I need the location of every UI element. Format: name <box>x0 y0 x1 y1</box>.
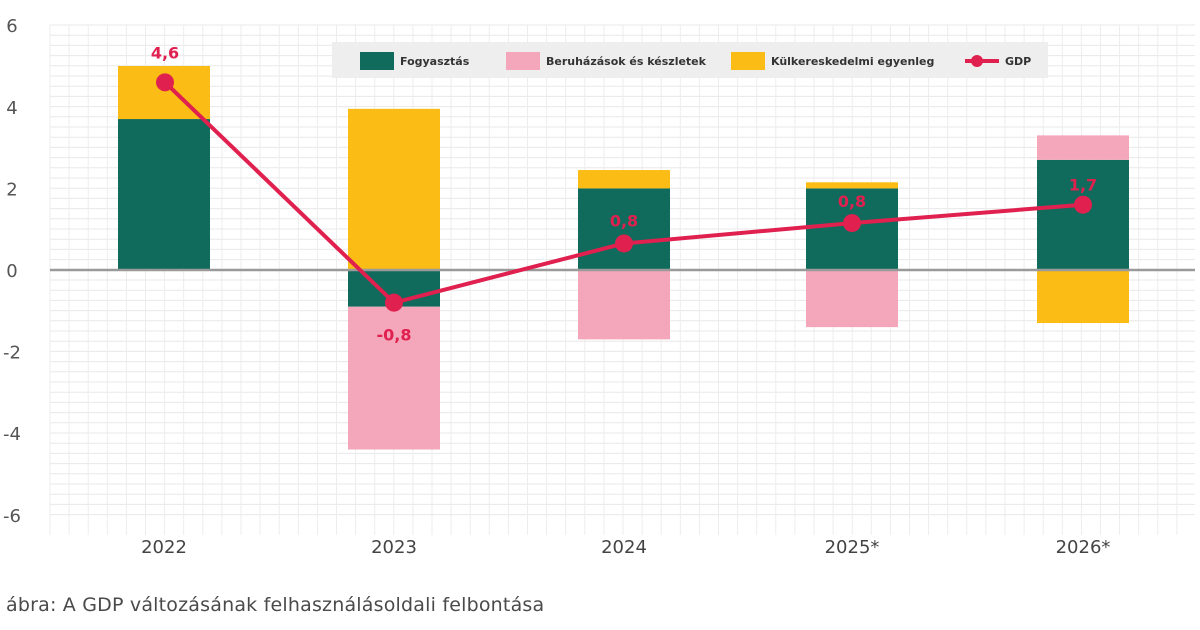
bar-segment <box>1037 270 1129 324</box>
bar-segment <box>806 182 898 189</box>
gdp-point <box>156 73 174 92</box>
legend-label: Fogyasztás <box>400 55 470 68</box>
bar-segment <box>348 108 440 270</box>
legend-swatch <box>731 52 765 70</box>
y-tick-label: 2 <box>6 179 17 200</box>
x-tick-label: 2024 <box>601 537 647 558</box>
legend-swatch <box>360 52 394 70</box>
gdp-data-label: 0,8 <box>838 192 866 211</box>
bar-segment <box>578 270 670 340</box>
gdp-data-label: 4,6 <box>151 43 179 62</box>
legend-swatch <box>506 52 540 70</box>
gdp-point <box>615 234 633 253</box>
gdp-line: 4,6 -0,8 0,8 0,8 1,7 <box>151 43 1097 344</box>
x-axis: 2022 2023 2024 2025* 2026* <box>141 537 1110 558</box>
bar-segment <box>1037 159 1129 270</box>
bar-segment <box>578 188 670 270</box>
x-tick-label: 2026* <box>1056 537 1111 558</box>
legend: Fogyasztás Beruházások és készletek Külker… <box>332 42 1048 78</box>
figure-caption: ábra: A GDP változásának felhasználásold… <box>6 594 545 616</box>
bar-segment <box>1037 135 1129 160</box>
legend-marker <box>971 55 983 67</box>
x-tick-label: 2025* <box>825 537 880 558</box>
legend-label: Külkereskedelmi egyenleg <box>771 55 934 68</box>
gdp-data-label: -0,8 <box>377 326 412 345</box>
x-tick-label: 2022 <box>141 537 187 558</box>
bar-segment <box>118 119 210 270</box>
y-tick-label: 4 <box>6 98 17 119</box>
legend-label: Beruházások és készletek <box>546 55 707 68</box>
legend-background <box>332 42 1048 78</box>
y-tick-label: -4 <box>3 424 21 445</box>
gdp-data-label: 1,7 <box>1069 176 1097 195</box>
bar-segment <box>806 270 898 328</box>
y-tick-label: 6 <box>6 16 17 37</box>
y-tick-label: 0 <box>6 261 17 282</box>
gdp-data-label: 0,8 <box>610 211 638 230</box>
bar-segment <box>348 306 440 450</box>
gdp-point <box>385 293 403 312</box>
y-axis: -6 -4 -2 0 2 4 6 <box>3 16 21 527</box>
y-tick-label: -6 <box>3 506 21 527</box>
gdp-chart: -6 -4 -2 0 2 4 6 4,6 -0,8 0,8 0,8 1,7 2022 2023 2024… <box>3 16 1195 558</box>
legend-label: GDP <box>1005 55 1031 68</box>
gdp-point <box>1074 195 1092 214</box>
y-tick-label: -2 <box>3 343 21 364</box>
bars <box>118 66 1129 450</box>
gdp-point <box>843 214 861 233</box>
bar-segment <box>578 170 670 189</box>
grid <box>49 24 1195 535</box>
x-tick-label: 2023 <box>371 537 417 558</box>
